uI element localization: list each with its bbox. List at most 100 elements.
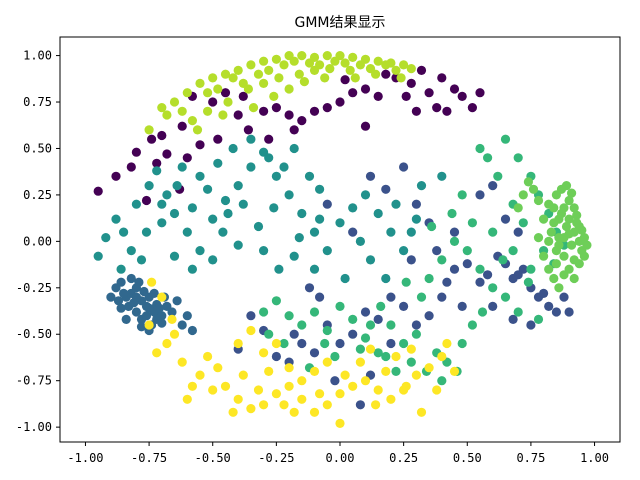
- data-point: [345, 65, 355, 75]
- data-point: [449, 227, 460, 237]
- data-point: [167, 314, 177, 324]
- data-point: [213, 158, 223, 168]
- data-point: [218, 227, 228, 237]
- data-point: [116, 303, 126, 313]
- data-point: [136, 255, 147, 265]
- data-point: [279, 162, 289, 172]
- data-point: [386, 227, 396, 237]
- data-point: [518, 190, 528, 200]
- data-point: [462, 246, 472, 256]
- data-point: [246, 325, 256, 336]
- data-point: [271, 103, 281, 113]
- data-point: [355, 344, 365, 354]
- data-point: [93, 251, 103, 261]
- data-point: [544, 236, 554, 246]
- data-point: [297, 376, 307, 386]
- data-point: [309, 106, 320, 116]
- data-point: [134, 277, 144, 287]
- data-point: [508, 273, 518, 284]
- data-point: [259, 246, 269, 256]
- data-point: [386, 292, 396, 302]
- data-point: [246, 311, 256, 321]
- data-point: [518, 264, 528, 274]
- data-point: [399, 246, 409, 256]
- data-point: [457, 91, 467, 101]
- data-point: [320, 73, 330, 83]
- data-point: [437, 255, 447, 265]
- data-point: [101, 233, 111, 243]
- data-point: [442, 106, 452, 116]
- data-point: [248, 103, 259, 113]
- y-axis: 1.00 0.75 0.50 0.25 0.00 -0.25 -0.50 -0.75 -1.00: [16, 49, 60, 434]
- data-point: [467, 320, 477, 330]
- data-point: [147, 277, 157, 287]
- data-point: [424, 273, 434, 284]
- data-point: [483, 153, 493, 163]
- data-point: [513, 227, 523, 237]
- data-point: [569, 203, 579, 213]
- data-point: [264, 134, 274, 144]
- data-point: [299, 77, 309, 87]
- data-point: [113, 296, 124, 306]
- data-point: [195, 78, 205, 88]
- data-point: [294, 233, 304, 243]
- data-point: [139, 286, 149, 297]
- data-point: [518, 218, 528, 228]
- data-point: [182, 88, 192, 98]
- data-point: [355, 400, 365, 410]
- data-point: [304, 171, 315, 181]
- data-point: [259, 56, 269, 66]
- data-point: [284, 311, 294, 321]
- data-point: [539, 214, 549, 224]
- data-point: [322, 400, 332, 410]
- data-point: [386, 338, 396, 349]
- data-point: [195, 140, 205, 150]
- data-point: [177, 320, 187, 330]
- data-point: [449, 366, 460, 376]
- data-point: [340, 58, 350, 68]
- data-point: [116, 264, 126, 274]
- data-point: [126, 162, 136, 172]
- data-point: [513, 203, 523, 213]
- data-point: [462, 259, 472, 269]
- data-point: [177, 106, 187, 116]
- data-point: [297, 208, 307, 219]
- data-point: [162, 338, 172, 349]
- data-point: [330, 56, 340, 66]
- data-point: [322, 51, 332, 61]
- data-point: [279, 400, 289, 410]
- data-point: [223, 97, 233, 107]
- data-point: [406, 344, 416, 354]
- data-point: [391, 65, 401, 75]
- data-point: [432, 103, 442, 113]
- y-tick-label: 0.50: [23, 141, 52, 155]
- data-point: [203, 351, 213, 362]
- data-point: [208, 97, 218, 107]
- x-tick-label: -0.50: [195, 451, 231, 465]
- data-point: [500, 292, 511, 302]
- data-point: [355, 236, 365, 246]
- data-point: [396, 73, 406, 83]
- data-point: [111, 171, 121, 181]
- data-point: [246, 162, 256, 172]
- data-point: [154, 303, 164, 313]
- data-point: [399, 301, 409, 311]
- data-point: [131, 199, 141, 209]
- data-point: [427, 221, 437, 232]
- data-point: [399, 60, 409, 70]
- data-point: [322, 325, 332, 336]
- data-point: [294, 69, 304, 79]
- data-point: [309, 65, 320, 75]
- data-point: [233, 181, 243, 191]
- data-point: [360, 190, 371, 200]
- data-point: [228, 143, 238, 154]
- data-point: [330, 351, 340, 362]
- data-point: [162, 149, 172, 159]
- data-point: [488, 301, 498, 311]
- data-point: [360, 307, 371, 317]
- data-point: [271, 389, 281, 399]
- data-point: [93, 186, 103, 196]
- data-point: [195, 171, 205, 181]
- data-point: [220, 69, 231, 79]
